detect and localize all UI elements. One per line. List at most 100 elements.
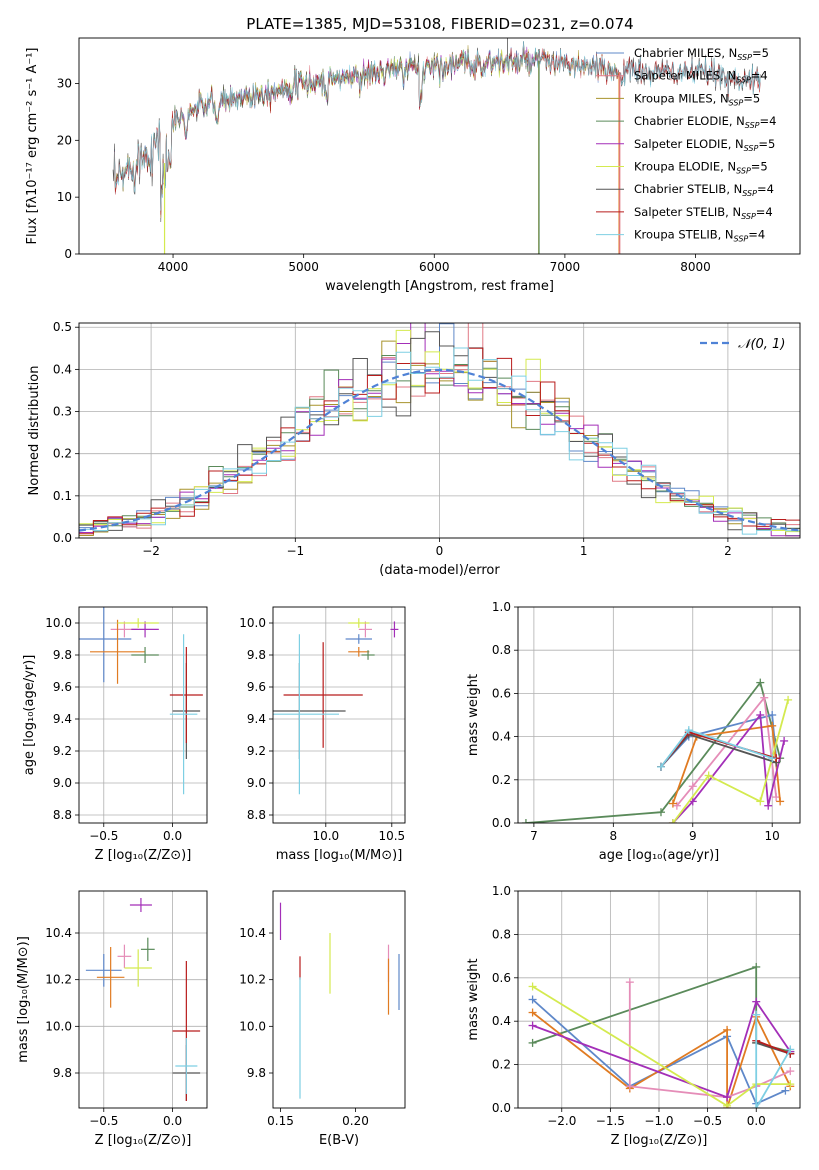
y-tick-label: 10.2 [45,973,72,987]
legend-normal-label: 𝒩(0, 1) [738,337,785,352]
y-axis-label: mass weight [466,958,481,1040]
y-tick-label: 0.8 [492,643,511,657]
legend-label-8: Kroupa STELIB, NSSP=4 [634,228,765,244]
axes-frame [272,606,406,824]
x-tick-label: −1 [286,544,304,558]
x-tick-label: 8 [610,829,618,843]
weight-line-8 [755,1014,792,1108]
x-axis-label: mass [log₁₀(M/M⊙)] [276,848,403,863]
weight-marker [625,1082,634,1091]
panel-residuals: −2 −1 0 1 2 0.0 0.1 0.2 0.3 0.4 0.5 (data-model)/er… [27,320,801,578]
x-axis-label: (data-model)/error [379,563,500,578]
y-tick-label: 0.3 [53,405,72,419]
weight-marker [723,1025,732,1034]
y-tick-label: 0.2 [492,1058,511,1072]
errorbar-point-0 [79,607,132,683]
x-axis-label: age [log₁₀(age/yr)] [599,848,720,863]
x-axis-label: Z [log₁₀(Z/Z⊙)] [95,1133,192,1148]
errorbar-point-4 [129,898,152,912]
y-axis-label: age [log₁₀(age/yr)] [22,655,37,776]
x-tick-label: −0.5 [89,829,118,843]
weight-line-5 [532,985,791,1107]
y-tick-label: 0.2 [53,447,72,461]
y-tick-label: 9.4 [53,712,72,726]
weight-marker [752,997,761,1006]
model-line-8 [114,41,761,211]
x-tick-label: 7000 [550,260,581,274]
axes-frame [78,606,208,824]
model-line-3 [173,45,539,134]
weight-line-0 [525,680,781,823]
y-axis-label: Normed distribution [27,366,42,496]
model-line-0 [114,41,617,214]
errorbar-point-2 [90,619,146,684]
weight-marker [656,808,665,817]
weight-line-2 [532,1011,792,1108]
y-tick-label: 10.0 [45,616,72,630]
x-tick-label: 9 [689,829,697,843]
weight-marker [760,693,769,702]
legend-label-5: Kroupa ELODIE, NSSP=5 [634,160,768,176]
y-tick-label: 10.0 [45,1019,72,1033]
x-tick-label: 0 [436,544,444,558]
weight-marker [684,726,693,735]
y-tick-label: 0.1 [53,489,72,503]
y-tick-label: 10.4 [239,926,266,940]
errorbar-point-8 [175,1038,198,1094]
x-tick-label: −1.5 [596,1114,625,1128]
axes-frame [517,890,801,1109]
y-axis-label: mass [log₁₀(M/M⊙)] [16,936,31,1063]
y-tick-label: 0.5 [53,320,72,334]
weight-marker [656,762,665,771]
plot-area [521,678,793,823]
weight-marker [786,1080,795,1089]
errorbar-point-3 [361,650,375,660]
weight-marker [786,1045,795,1054]
plot-area [273,618,399,795]
y-tick-label: 9.8 [247,648,266,662]
spectrum-legend: Chabrier MILES, NSSP=5 Salpeter MILES, NS… [596,46,776,244]
x-tick-label: 0.20 [342,1114,369,1128]
x-tick-label: 2 [724,544,732,558]
x-axis-label: E(B-V) [319,1133,359,1148]
x-tick-label: 10.0 [312,829,339,843]
y-tick-label: 0.4 [53,362,72,376]
errorbar-point-8 [169,634,198,795]
y-tick-label: 9.6 [53,680,72,694]
x-tick-label: 0.15 [267,1114,294,1128]
y-tick-label: 9.2 [53,744,72,758]
y-tick-label: 0.6 [492,686,511,700]
plot-area [528,962,795,1108]
x-axis-label: Z [log₁₀(Z/Z⊙)] [95,848,192,863]
weight-marker [704,771,713,780]
weight-marker [764,801,773,810]
axes-frame [78,322,801,539]
errorbar-point-5 [348,618,370,628]
weight-marker [781,1086,790,1095]
weight-marker [723,1101,732,1108]
y-tick-label: 0.4 [492,1014,511,1028]
weight-marker [768,754,777,763]
panel-age_vs_Z: −0.5 0.0 8.8 9.0 9.2 9.4 9.6 9.8 10.0 Z [log₁₀(Z/… [22,606,208,863]
x-tick-label: 0.0 [163,1114,182,1128]
weight-marker [528,995,537,1004]
y-tick-label: 8.8 [247,808,266,822]
errorbar-point-8 [273,634,339,795]
y-tick-label: 9.8 [247,1066,266,1080]
y-tick-label: 10.4 [45,926,72,940]
plot-area [279,902,400,1099]
y-tick-label: 8.8 [53,808,72,822]
y-tick-label: 9.8 [53,1066,72,1080]
weight-marker [752,1104,761,1108]
y-tick-label: 0.0 [53,531,72,545]
weight-marker [786,1067,795,1076]
x-tick-label: 5000 [288,260,319,274]
axes-frame [517,606,801,824]
y-tick-label: 0.2 [492,773,511,787]
errorbar-point-5 [117,618,159,628]
y-tick-label: 1.0 [492,600,511,614]
legend-label-6: Chabrier STELIB, NSSP=4 [634,182,774,198]
x-tick-label: −0.5 [693,1114,722,1128]
normal-curve [79,368,800,532]
y-tick-label: 10.2 [239,973,266,987]
